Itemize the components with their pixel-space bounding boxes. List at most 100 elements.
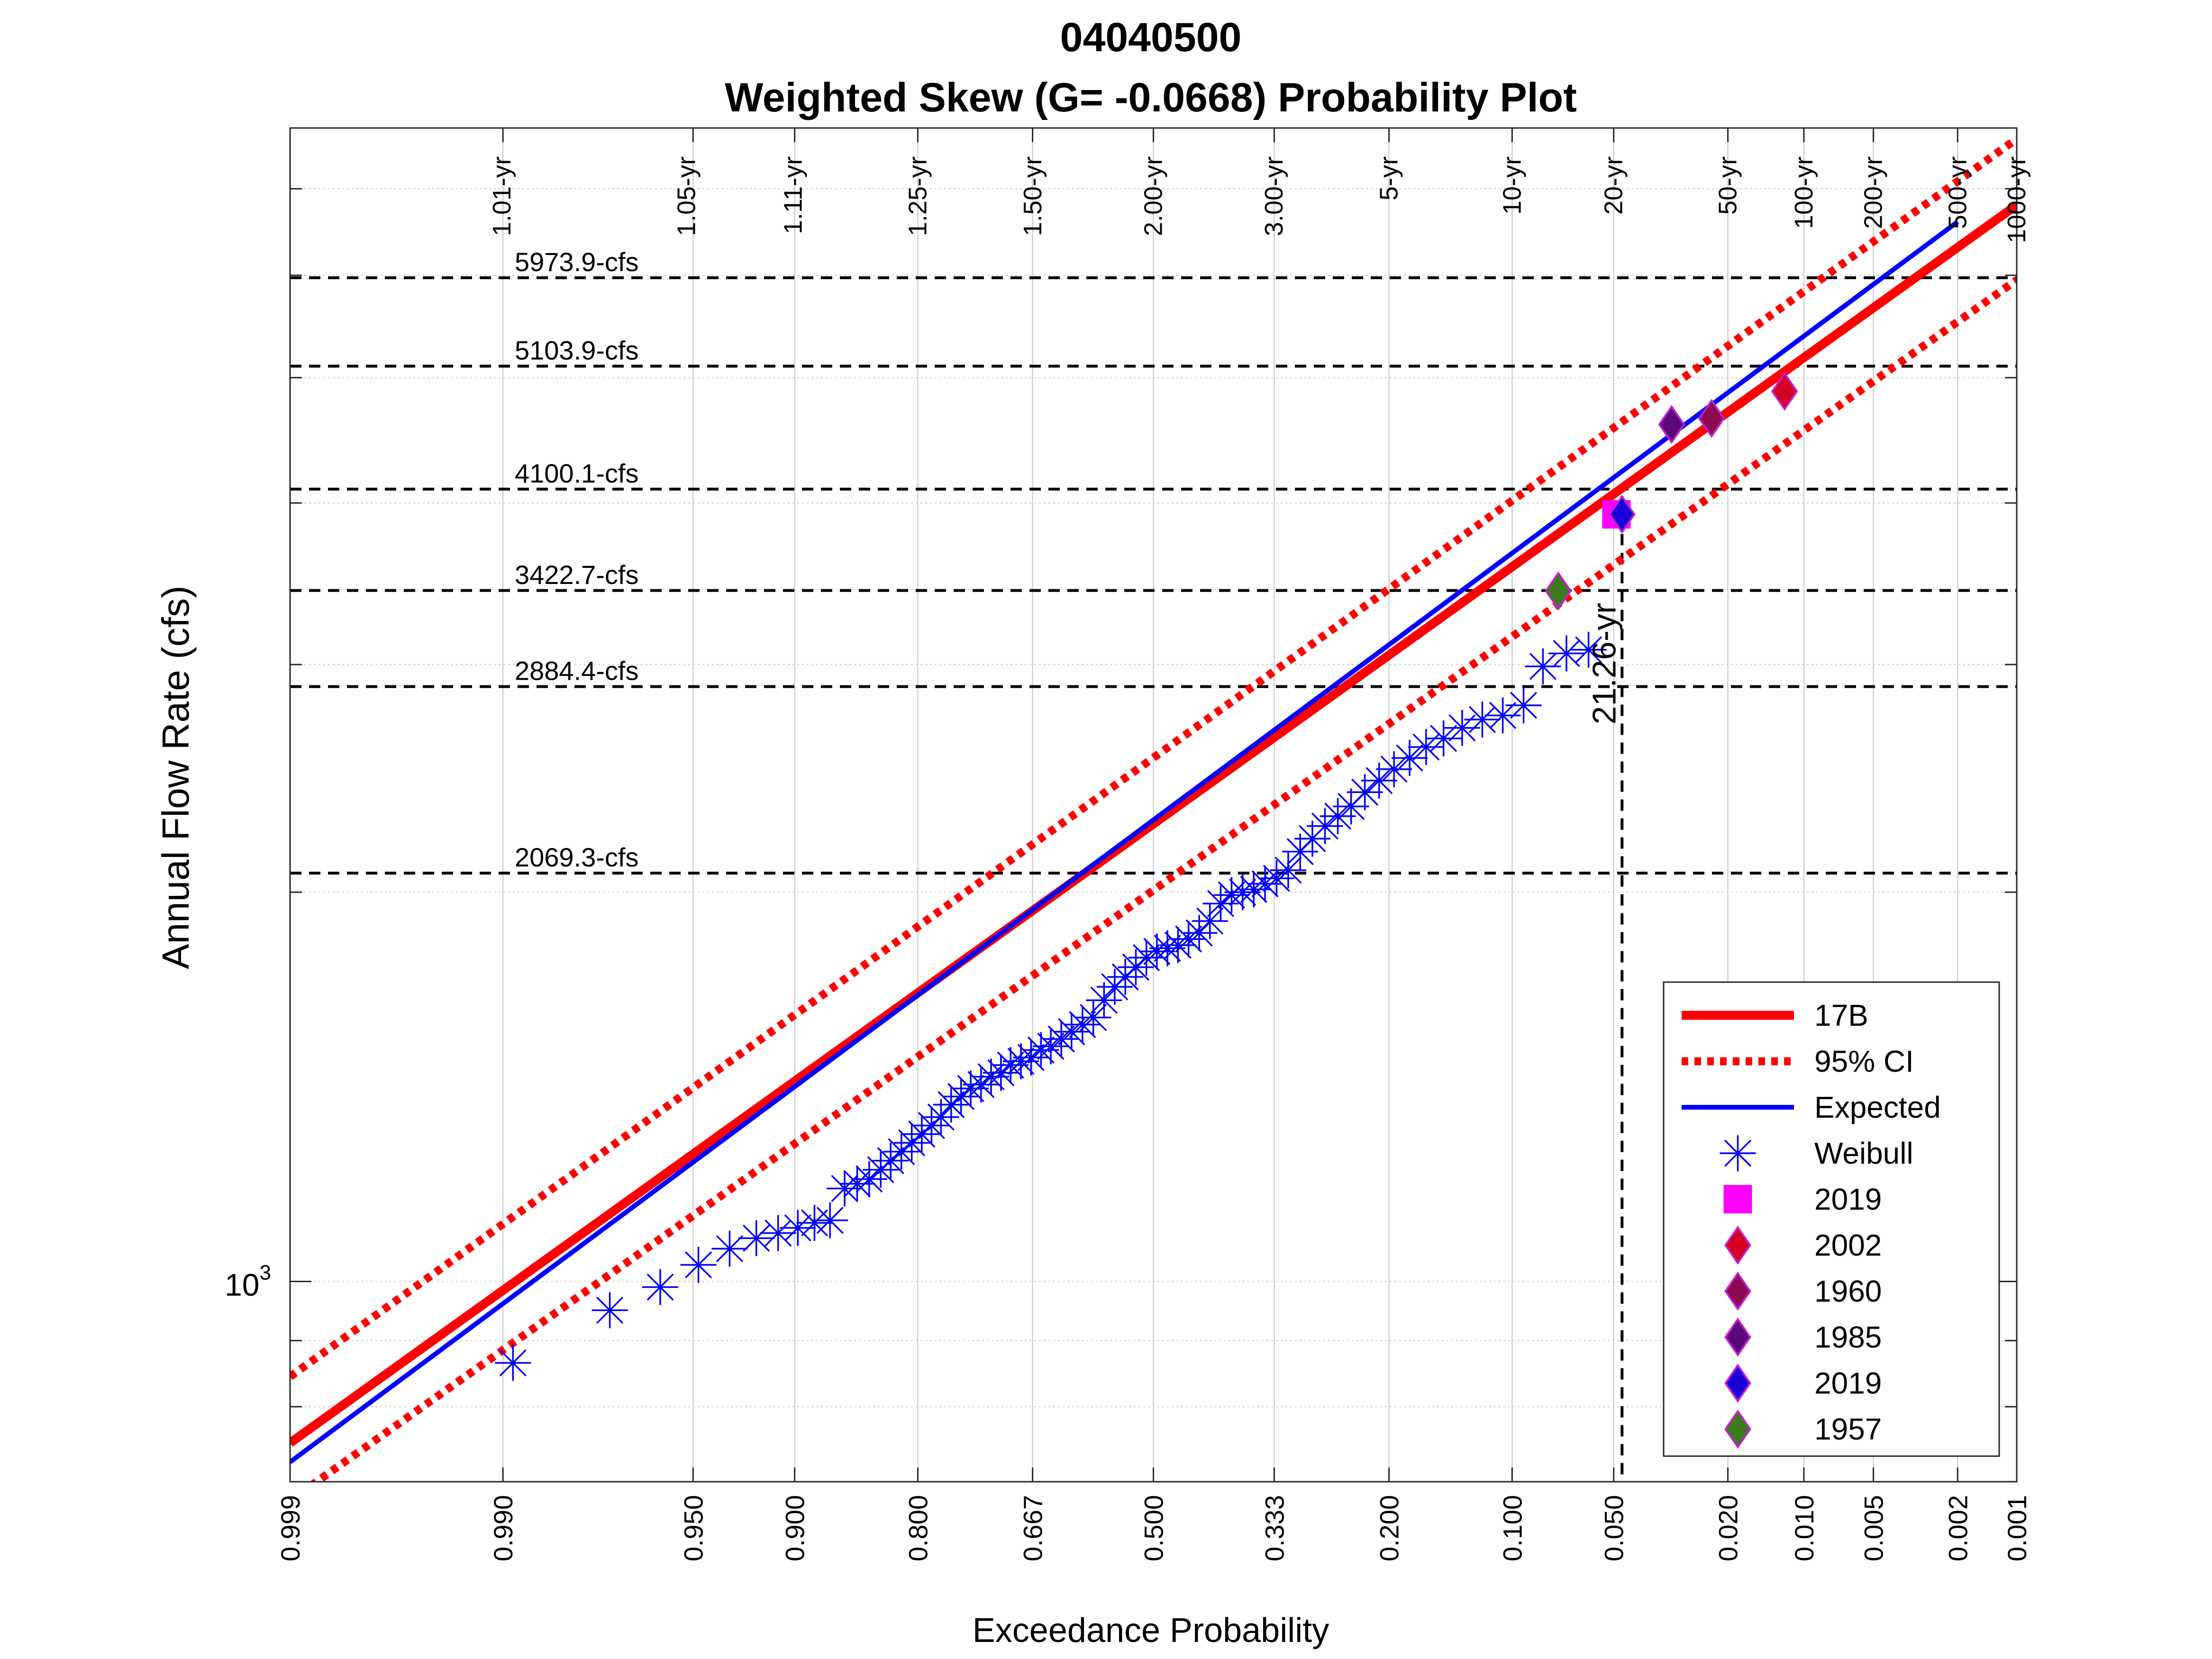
y-tick-base: 10: [225, 1267, 259, 1302]
x-tick-label: 0.010: [1789, 1495, 1819, 1561]
legend-swatch-diamond: [1724, 1409, 1751, 1449]
weibull-point: [642, 1269, 679, 1305]
y-tick-label: 103: [225, 1261, 271, 1302]
ci-upper-line: [290, 136, 2017, 1380]
weibull-point: [933, 1086, 969, 1123]
flow-line-label: 5973.9-cfs: [515, 247, 639, 277]
weibull-point: [893, 1125, 930, 1161]
weibull-point: [1075, 999, 1111, 1036]
x-axis-label: Exceedance Probability: [973, 1612, 1329, 1650]
year-1985-diamond-point: [1658, 405, 1685, 444]
x-tick-label: 0.200: [1375, 1495, 1404, 1561]
weibull-point: [983, 1055, 1019, 1091]
weibull-point: [1213, 877, 1250, 913]
x-tick-label: 0.020: [1713, 1495, 1743, 1561]
weibull-point: [873, 1142, 909, 1179]
legend-label: 2019: [1814, 1366, 1882, 1400]
year-2019-diamond-point: [1608, 494, 1636, 534]
weibull-point: [1043, 1021, 1080, 1057]
labels: 0.999 0.990 0.950 0.900 0.800 0.667 0.500 0.333…: [225, 156, 2032, 1561]
weibull-point: [1464, 702, 1501, 738]
return-period-label: 5-yr: [1375, 156, 1403, 201]
legend-swatch-square: [1723, 1185, 1752, 1213]
weibull-point: [1023, 1032, 1059, 1068]
weibull-point: [1392, 740, 1428, 776]
legend-label: Weibull: [1814, 1136, 1913, 1170]
return-period-marker-label: 21.26-yr: [1585, 603, 1622, 725]
x-tick-label: 0.800: [903, 1495, 933, 1561]
flow-line-label: 4100.1-cfs: [515, 458, 639, 488]
weibull-point: [1247, 866, 1284, 902]
legend-label: 95% CI: [1814, 1044, 1914, 1078]
legend-label: 1957: [1814, 1412, 1882, 1446]
x-tick-label: 0.667: [1018, 1495, 1048, 1561]
flow-line-label: 2884.4-cfs: [515, 656, 639, 686]
weibull-point: [963, 1066, 999, 1103]
legend-swatch-weibull: [1720, 1135, 1756, 1171]
return-period-label: 2.00-yr: [1139, 156, 1168, 236]
y-tick-exponent: 3: [260, 1261, 271, 1284]
weibull-point: [1425, 720, 1462, 757]
return-period-label: 200-yr: [1859, 156, 1888, 229]
weibull-point: [495, 1345, 531, 1381]
flow-line-label: 2069.3-cfs: [515, 842, 639, 872]
legend-label: 1960: [1814, 1274, 1882, 1308]
legend-label: 17B: [1814, 998, 1868, 1032]
chart-title: 04040500: [1060, 15, 1242, 60]
weibull-point: [1548, 635, 1584, 672]
bulletin-17b-line: [290, 201, 2017, 1447]
weibull-point: [1013, 1039, 1049, 1076]
x-tick-label: 0.005: [1859, 1495, 1889, 1561]
weibull-point: [883, 1133, 919, 1170]
legend-swatch-diamond: [1724, 1271, 1751, 1311]
weibull-point: [680, 1247, 717, 1283]
return-period-label: 100-yr: [1790, 156, 1818, 229]
weibull-point: [1505, 687, 1542, 723]
return-period-label: 1.11-yr: [779, 156, 808, 234]
weibull-point: [1064, 1006, 1101, 1043]
weibull-point: [1224, 874, 1261, 911]
x-tick-label: 0.001: [2002, 1495, 2032, 1561]
weibull-point: [738, 1220, 774, 1257]
weibull-point: [1376, 751, 1412, 787]
weibull-point: [1086, 982, 1122, 1019]
return-period-label: 1000-yr: [2003, 156, 2031, 243]
axis-ticks: [289, 128, 2018, 1483]
weibull-point: [1270, 852, 1306, 888]
weibull-point: [1307, 808, 1343, 844]
weibull-point: [1525, 648, 1561, 684]
weibull-point: [1033, 1028, 1069, 1065]
legend-swatch-diamond: [1724, 1225, 1751, 1265]
return-period-label: 50-yr: [1714, 156, 1742, 215]
weibull-point: [1484, 697, 1521, 734]
x-tick-label: 0.900: [780, 1495, 810, 1561]
return-period-label: 1.25-yr: [903, 156, 932, 236]
weibull-point: [1258, 860, 1295, 897]
weibull-point: [1170, 921, 1207, 957]
weibull-point: [851, 1161, 887, 1197]
chart-subtitle: Weighted Skew (G= -0.0668) Probability P…: [725, 75, 1577, 120]
weibull-point: [592, 1292, 628, 1329]
legend: 17B 95% CI Expected Weibull 2019 2002 1960 1985…: [1663, 981, 2000, 1457]
x-tick-label: 0.050: [1599, 1495, 1629, 1561]
year-2002-diamond-point: [1771, 372, 1798, 411]
y-axis-label: Annual Flow Rate (cfs): [155, 585, 197, 969]
flow-line-label: 5103.9-cfs: [515, 335, 639, 365]
x-tick-label: 0.100: [1497, 1495, 1527, 1561]
return-period-label: 1.50-yr: [1019, 156, 1047, 236]
x-tick-label: 0.990: [488, 1495, 518, 1561]
legend-label: 2002: [1814, 1228, 1882, 1262]
flow-lines: [290, 276, 2017, 1482]
weibull-point: [1202, 885, 1239, 922]
weibull-point: [760, 1215, 796, 1251]
x-tick-label: 0.002: [1943, 1495, 1973, 1561]
return-period-label: 10-yr: [1498, 156, 1526, 215]
weibull-point: [1053, 1013, 1090, 1050]
return-period-label: 1.05-yr: [672, 156, 701, 236]
weibull-point: [711, 1231, 748, 1267]
legend-swatch-diamond: [1724, 1317, 1751, 1357]
return-period-label: 500-yr: [1943, 156, 1972, 229]
weibull-point: [1320, 798, 1356, 834]
x-tick-label: 0.333: [1259, 1495, 1289, 1561]
weibull-point: [1347, 774, 1383, 811]
